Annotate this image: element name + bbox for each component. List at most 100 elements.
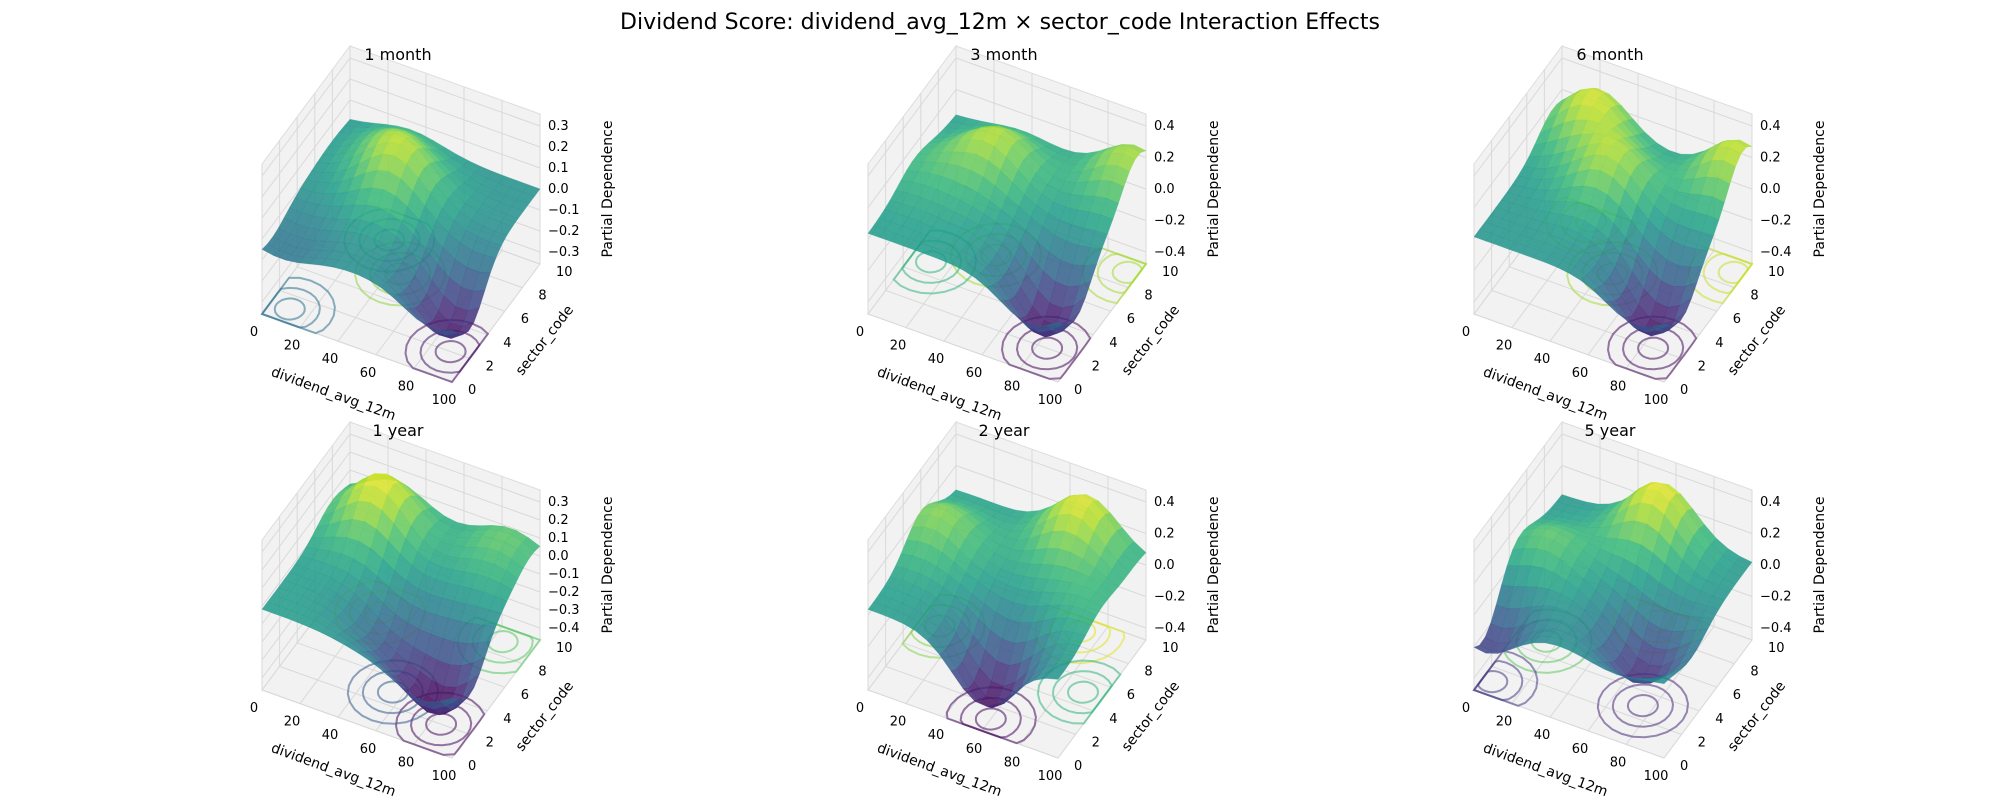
z-tick-label: 0.4 — [1760, 495, 1781, 510]
subplot-5: 0204060801000246810−0.4−0.20.00.20.4divi… — [856, 420, 1222, 800]
surface-patch — [1078, 609, 1097, 626]
grid-line — [261, 433, 351, 553]
z-axis-label: Partial Dependence — [1812, 121, 1828, 258]
grid-line — [349, 451, 541, 521]
surface-patch — [1695, 616, 1714, 631]
x-tick-label: 0 — [856, 701, 864, 716]
y-tick-label: 8 — [538, 665, 546, 680]
y-tick-label: 6 — [521, 688, 529, 703]
surface-patch — [455, 321, 475, 337]
contour-line — [1621, 326, 1685, 371]
x-tick-label: 0 — [1462, 701, 1470, 716]
y-tick-label: 4 — [1109, 336, 1117, 351]
surface-patch — [1127, 144, 1147, 154]
y-tick-label: 10 — [1768, 265, 1785, 280]
contour-line — [1611, 683, 1675, 728]
surface-patch — [1084, 247, 1103, 267]
grid-line — [1491, 665, 1682, 735]
x-tick-label: 0 — [250, 701, 258, 716]
z-tick-label: −0.4 — [1760, 621, 1792, 636]
grid-line — [955, 433, 1147, 503]
z-tick-label: 0.1 — [548, 531, 569, 546]
x-tick-label: 40 — [1534, 352, 1551, 367]
y-tick-label: 0 — [1680, 759, 1688, 774]
grid-line — [1473, 433, 1563, 553]
contour-line — [1626, 693, 1659, 718]
contour-line — [260, 276, 336, 335]
y-tick-label: 8 — [1750, 289, 1758, 304]
grid-line — [261, 469, 351, 589]
surface-patch — [1095, 214, 1114, 235]
z-tick-label: 0.0 — [1760, 182, 1781, 197]
x-axis-label: dividend_avg_12m — [875, 740, 1004, 800]
contour-line — [1031, 336, 1064, 360]
x-axis-label: dividend_avg_12m — [1481, 364, 1610, 424]
y-tick-label: 4 — [503, 336, 511, 351]
surface-patch — [489, 230, 508, 246]
x-tick-label: 80 — [1610, 755, 1627, 770]
x-tick-label: 20 — [1496, 339, 1513, 354]
z-tick-label: −0.2 — [1760, 590, 1792, 605]
x-tick-label: 40 — [1534, 728, 1551, 743]
grid-line — [955, 89, 1147, 158]
z-tick-label: −0.4 — [548, 621, 580, 636]
y-tick-label: 10 — [1162, 265, 1179, 280]
z-tick-label: −0.4 — [1154, 621, 1186, 636]
z-tick-label: −0.2 — [1154, 590, 1186, 605]
y-tick-label: 6 — [521, 312, 529, 327]
grid-line — [1473, 57, 1563, 177]
surface-patch — [439, 329, 459, 336]
contour-line — [1000, 315, 1092, 380]
x-tick-label: 20 — [1496, 715, 1513, 730]
contour-line — [419, 329, 481, 374]
surface-patch — [1062, 643, 1081, 656]
z-axis-label: Partial Dependence — [600, 121, 616, 258]
z-tick-label: −0.3 — [548, 603, 580, 618]
grid-line — [349, 78, 541, 148]
z-axis-label: Partial Dependence — [1812, 497, 1828, 634]
contour-line — [1066, 680, 1100, 704]
surface-patch — [522, 184, 541, 197]
x-tick-label: 80 — [398, 379, 415, 394]
x-tick-label: 20 — [284, 339, 301, 354]
subplot-1: 0204060801000246810−0.3−0.2−0.10.00.10.2… — [250, 44, 616, 424]
surface-patch — [439, 697, 459, 707]
contour-line — [945, 686, 1037, 745]
subplot-3: 0204060801000246810−0.4−0.20.00.20.4divi… — [1462, 44, 1828, 424]
y-tick-label: 4 — [1715, 336, 1723, 351]
surface-patch — [472, 640, 491, 664]
contour-line — [1596, 672, 1690, 739]
surface-patch — [500, 570, 519, 591]
z-tick-label: −0.1 — [548, 203, 580, 218]
contour-line — [1051, 670, 1114, 715]
y-tick-label: 2 — [486, 735, 494, 750]
y-tick-label: 6 — [1733, 688, 1741, 703]
contour-line — [394, 691, 486, 756]
surface-patch — [1045, 321, 1065, 331]
z-tick-label: 0.2 — [1154, 151, 1175, 166]
y-tick-label: 8 — [1750, 665, 1758, 680]
surface-patch — [1651, 323, 1671, 331]
subplot-2: 0204060801000246810−0.4−0.20.00.20.4divi… — [856, 44, 1222, 424]
x-tick-label: 80 — [398, 755, 415, 770]
x-axis-label: dividend_avg_12m — [1481, 740, 1610, 800]
surface-patch — [1701, 605, 1720, 619]
x-tick-label: 80 — [1610, 379, 1627, 394]
z-tick-label: 0.2 — [1760, 527, 1781, 542]
z-tick-label: −0.4 — [1154, 245, 1186, 260]
z-tick-label: 0.4 — [1760, 119, 1781, 134]
grid-line — [1473, 89, 1563, 208]
contour-line — [1606, 315, 1698, 380]
y-tick-label: 10 — [1768, 641, 1785, 656]
grid-line — [1509, 642, 1700, 712]
surface-patch — [494, 221, 513, 236]
grid-line — [261, 78, 351, 198]
grid-line — [261, 99, 351, 219]
x-tick-label: 60 — [360, 366, 377, 381]
z-tick-label: 0.2 — [548, 140, 569, 155]
surface-patch — [1122, 545, 1141, 566]
x-tick-label: 20 — [284, 715, 301, 730]
y-tick-label: 6 — [1127, 688, 1135, 703]
x-tick-label: 20 — [890, 715, 907, 730]
grid-line — [1491, 289, 1682, 359]
